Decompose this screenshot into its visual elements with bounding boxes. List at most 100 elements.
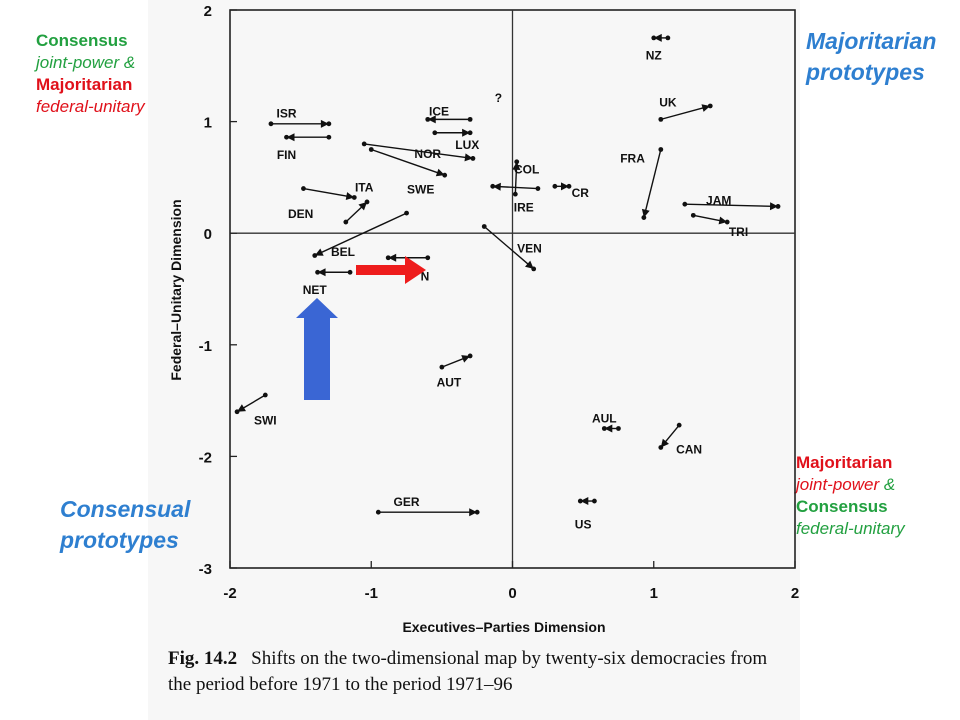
- shift-line: [314, 212, 407, 257]
- shift-end-point: [470, 156, 476, 161]
- shift-ven: [481, 224, 537, 272]
- annotation-federal-unitary: federal-unitary: [36, 97, 145, 117]
- red-right-arrow: [356, 256, 426, 284]
- country-label: NET: [303, 283, 328, 297]
- shift-aut: [439, 353, 473, 370]
- shift-arrowhead: [769, 202, 779, 211]
- shift-arrowhead: [604, 424, 613, 433]
- country-label: VEN: [517, 242, 542, 256]
- country-label: JAM: [706, 194, 731, 208]
- annotation-consensus: Consensus: [36, 31, 128, 50]
- shift-start-point: [552, 183, 558, 189]
- shift-start-point: [439, 364, 445, 370]
- shift-swe: [368, 147, 448, 178]
- country-label: FRA: [620, 151, 645, 165]
- shift-map-chart: -2 -1 0 1 2 -3 -2 -1 0 1 2 ISR FIN ICE LUX NOR SWE ITA DE…: [168, 3, 799, 635]
- annotation-federal-unitary: federal-unitary: [796, 519, 905, 539]
- shift-tri: [690, 212, 730, 225]
- annotation-top-right: Majoritarian prototypes: [806, 26, 936, 88]
- shift-start-point: [658, 116, 664, 122]
- shift-start-point: [343, 219, 349, 225]
- shift-fin2: [385, 253, 431, 262]
- shift-isr: [268, 119, 332, 128]
- country-label: US: [575, 517, 592, 531]
- shift-line: [660, 105, 711, 121]
- shift-arrowhead: [718, 216, 728, 225]
- caption-text: Shifts on the two-dimensional map by twe…: [168, 648, 768, 695]
- annotation-joint-power: joint-power: [796, 475, 880, 495]
- x-tick-label: -1: [365, 585, 378, 602]
- shift-start-point: [592, 498, 597, 504]
- shift-arrowhead: [314, 248, 324, 256]
- country-label: AUL: [592, 411, 617, 425]
- shift-den: [343, 199, 370, 225]
- shift-arrowhead: [641, 208, 650, 218]
- shift-arrowhead: [345, 192, 355, 201]
- shift-end-point: [577, 498, 583, 504]
- shift-can: [658, 422, 682, 450]
- country-label: SWE: [407, 183, 434, 197]
- shift-start-point: [268, 121, 274, 127]
- shift-start-point: [375, 509, 381, 515]
- shift-col: [512, 159, 521, 197]
- annotation-joint-power: joint-power: [36, 53, 120, 73]
- y-tick-label: 2: [204, 3, 212, 20]
- shift-arrowhead: [492, 182, 501, 191]
- shift-arrowhead: [435, 168, 445, 177]
- shift-arrowhead: [701, 104, 711, 112]
- caption-figure-number: Fig. 14.2: [168, 648, 238, 669]
- shift-line: [643, 149, 662, 218]
- shift-start-point: [682, 201, 688, 207]
- shift-arrowhead: [358, 201, 368, 211]
- shift-start-point: [368, 147, 374, 152]
- shift-end-point: [641, 215, 647, 220]
- country-label: AUT: [437, 376, 462, 390]
- y-tick-label: -1: [199, 338, 212, 355]
- shift-ita: [301, 186, 357, 201]
- annotation-prototypes: prototypes: [60, 527, 179, 554]
- shift-start-point: [262, 392, 268, 398]
- country-label: N: [421, 270, 430, 284]
- shift-net: [315, 268, 353, 277]
- shift-start-point: [676, 422, 682, 428]
- figure-caption: Fig. 14.2 Shifts on the two-dimensional m…: [168, 646, 788, 697]
- country-label: UK: [659, 96, 677, 110]
- shift-arrowhead: [653, 33, 662, 42]
- country-label: CR: [572, 186, 590, 200]
- annotation-consensus: Consensus: [796, 497, 888, 517]
- shift-end-point: [467, 130, 473, 136]
- annotation-ampersand: &: [119, 53, 136, 73]
- shift-arrowhead: [561, 182, 569, 191]
- shift-arrowhead: [427, 115, 436, 124]
- shift-end-point: [514, 159, 520, 165]
- annotation-prototypes: prototypes: [806, 59, 925, 86]
- country-label: CAN: [676, 443, 702, 457]
- annotation-bottom-right: Majoritarian joint-power & Consensus fed…: [796, 452, 905, 540]
- country-label: DEN: [288, 207, 313, 221]
- book-page-background: [148, 0, 800, 720]
- country-label: ISR: [276, 107, 296, 121]
- country-label: FIN: [277, 148, 296, 162]
- shift-start-point: [425, 255, 431, 261]
- country-label: NOR: [414, 147, 441, 161]
- shift-swi: [234, 392, 268, 415]
- shift-lux: [432, 128, 473, 137]
- country-label: GER: [394, 495, 420, 509]
- shift-fra: [641, 147, 664, 220]
- y-tick-label: -2: [199, 449, 212, 466]
- shift-arrowhead: [286, 133, 295, 142]
- y-axis-label: Federal–Unitary Dimension: [168, 199, 184, 380]
- shift-arrowhead: [464, 153, 473, 162]
- shift-ger: [375, 508, 480, 517]
- country-label: IRE: [514, 200, 534, 214]
- shift-start-point: [301, 186, 306, 191]
- shift-arrowhead: [320, 119, 329, 128]
- country-label: TRI: [729, 225, 748, 239]
- shift-uk: [658, 103, 713, 122]
- x-axis-label: Executives–Parties Dimension: [402, 619, 605, 635]
- annotation-majoritarian-title: Majoritarian: [806, 28, 937, 54]
- annotation-majoritarian: Majoritarian: [36, 75, 133, 95]
- shift-line: [371, 148, 445, 176]
- annotation-top-left: Consensus joint-power & Majoritarian fed…: [36, 30, 145, 118]
- country-label: LUX: [455, 138, 479, 152]
